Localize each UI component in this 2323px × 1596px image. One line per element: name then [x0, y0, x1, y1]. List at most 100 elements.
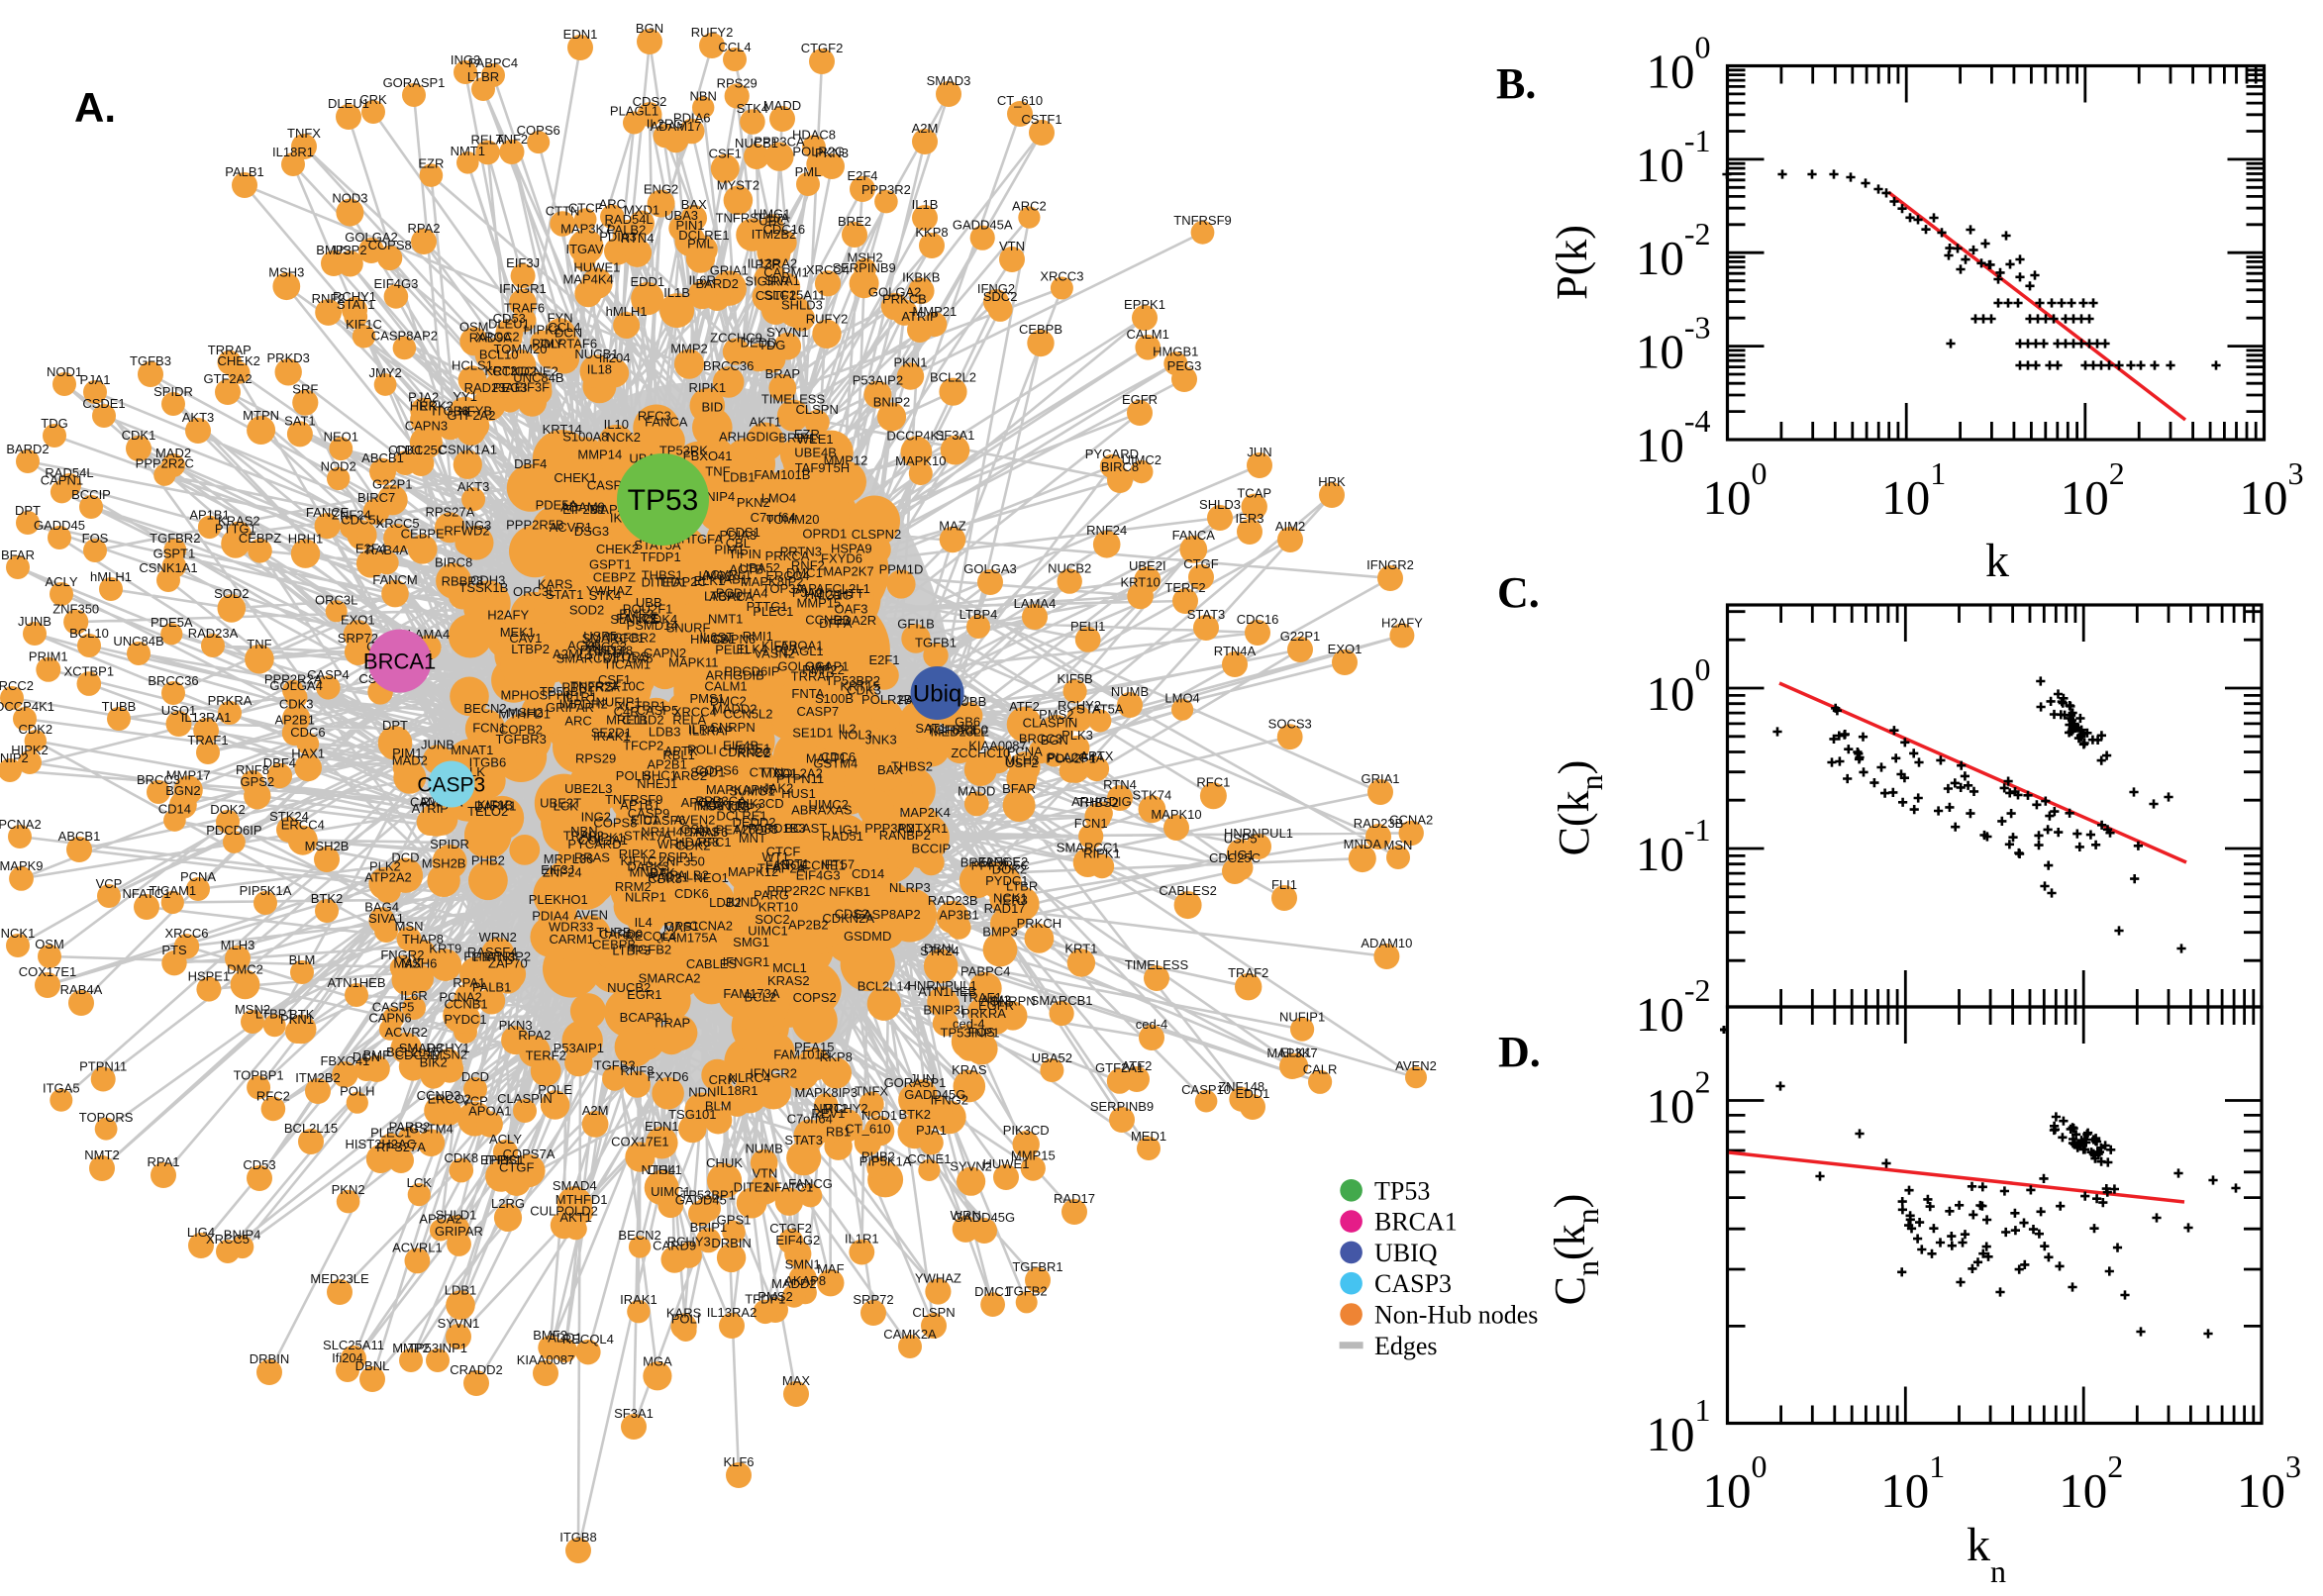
svg-text:CABLES2: CABLES2	[1159, 883, 1217, 898]
svg-text:NBN: NBN	[689, 88, 716, 103]
svg-text:CDC6: CDC6	[290, 725, 325, 740]
svg-text:LMO4: LMO4	[1164, 691, 1199, 706]
svg-text:EDA2R: EDA2R	[834, 613, 876, 628]
svg-text:MSN: MSN	[395, 919, 424, 934]
svg-text:CDC5L: CDC5L	[395, 1047, 438, 1062]
svg-text:AP1B1: AP1B1	[620, 797, 659, 812]
svg-text:EIF4G2: EIF4G2	[775, 1233, 820, 1247]
svg-text:IFNGR1: IFNGR1	[499, 281, 547, 296]
svg-text:NUCB2: NUCB2	[1048, 560, 1091, 575]
svg-text:L2RG: L2RG	[491, 1196, 525, 1211]
svg-text:DRBIN: DRBIN	[250, 1351, 289, 1366]
svg-text:BCL2L15: BCL2L15	[284, 1121, 338, 1136]
svg-text:UBE2I: UBE2I	[1129, 558, 1166, 573]
svg-text:DPT: DPT	[382, 718, 408, 733]
svg-text:LCK: LCK	[554, 799, 579, 814]
svg-text:CTCF: CTCF	[568, 200, 603, 215]
svg-text:POLI: POLI	[687, 743, 717, 757]
svg-text:TUBB: TUBB	[102, 699, 137, 714]
svg-text:P53AIP2: P53AIP2	[853, 373, 903, 388]
svg-text:CABLES: CABLES	[686, 956, 738, 971]
svg-text:ACLY: ACLY	[46, 574, 78, 589]
svg-text:IL1B: IL1B	[912, 197, 939, 212]
svg-text:UIMC2: UIMC2	[1122, 452, 1162, 467]
svg-text:MAX: MAX	[782, 1373, 811, 1388]
svg-text:PRKRA: PRKRA	[208, 693, 252, 708]
svg-text:WT1: WT1	[761, 849, 788, 864]
svg-text:KARS: KARS	[666, 1305, 702, 1320]
svg-text:GOLGA2: GOLGA2	[345, 230, 397, 245]
svg-text:IFNG2: IFNG2	[977, 281, 1015, 296]
svg-text:WRN2: WRN2	[479, 930, 517, 945]
svg-text:TNF: TNF	[247, 637, 271, 651]
svg-text:CDK1: CDK1	[388, 443, 423, 457]
svg-text:PPP2R2A: PPP2R2A	[264, 672, 323, 687]
svg-text:CSDE1: CSDE1	[82, 396, 125, 411]
svg-text:PLEC1: PLEC1	[753, 604, 793, 619]
svg-text:CSF1: CSF1	[598, 672, 631, 687]
svg-text:CALM1: CALM1	[704, 679, 747, 694]
svg-text:CDK3: CDK3	[847, 683, 881, 698]
svg-text:AKT1: AKT1	[559, 1210, 592, 1225]
svg-text:BAX: BAX	[877, 762, 903, 777]
svg-text:IFNGR1: IFNGR1	[723, 954, 770, 969]
svg-text:H2AFY: H2AFY	[1381, 615, 1423, 630]
svg-text:CSNK1A1: CSNK1A1	[139, 560, 197, 575]
svg-text:PCNA2: PCNA2	[0, 817, 42, 832]
svg-text:PRKCA: PRKCA	[765, 549, 810, 563]
svg-text:TP53INP1: TP53INP1	[408, 1341, 467, 1355]
svg-text:COX17E1: COX17E1	[611, 1134, 669, 1148]
svg-text:TNFRSF9: TNFRSF9	[605, 792, 663, 807]
svg-text:MSH2: MSH2	[848, 250, 883, 265]
svg-text:TGFBR1: TGFBR1	[1012, 1259, 1062, 1274]
svg-text:NOD1: NOD1	[47, 364, 82, 379]
svg-text:PIM1: PIM1	[392, 746, 422, 760]
svg-text:MAF: MAF	[817, 1261, 845, 1276]
svg-text:Ifi204: Ifi204	[332, 1350, 363, 1365]
svg-text:CAV1: CAV1	[509, 631, 542, 646]
svg-text:FANCE: FANCE	[306, 505, 350, 520]
svg-text:OAF3: OAF3	[835, 602, 868, 617]
svg-text:PDIA4: PDIA4	[532, 909, 569, 924]
svg-text:PARG: PARG	[754, 888, 789, 903]
svg-text:CDK8: CDK8	[648, 871, 682, 886]
svg-text:SOC2: SOC2	[755, 912, 789, 927]
svg-text:BGN2: BGN2	[165, 783, 200, 798]
svg-text:PRKCH: PRKCH	[1017, 916, 1062, 931]
svg-text:BECN2: BECN2	[618, 1228, 660, 1243]
svg-text:RAD54L: RAD54L	[45, 465, 93, 480]
svg-text:BNIP4: BNIP4	[224, 1228, 261, 1243]
svg-text:ITM2B2: ITM2B2	[752, 227, 797, 242]
svg-text:SOCS3: SOCS3	[1268, 716, 1312, 731]
svg-text:NLRP3: NLRP3	[889, 880, 931, 895]
svg-text:PCDHA4: PCDHA4	[716, 586, 768, 601]
svg-text:ADAM17: ADAM17	[650, 119, 701, 134]
svg-text:OSM: OSM	[459, 319, 489, 334]
svg-text:CASP3: CASP3	[1374, 1269, 1452, 1298]
svg-text:PKN2: PKN2	[737, 495, 770, 510]
svg-text:ARC: ARC	[599, 197, 626, 212]
svg-text:COPS2: COPS2	[793, 990, 837, 1005]
svg-text:SE1D1: SE1D1	[792, 726, 833, 741]
svg-text:ARHGDIG: ARHGDIG	[1071, 794, 1132, 809]
svg-text:XRCC3: XRCC3	[1040, 268, 1083, 283]
svg-text:FOS: FOS	[968, 1025, 995, 1040]
svg-text:ZNF148: ZNF148	[1218, 1079, 1264, 1094]
svg-text:BIRC8: BIRC8	[1101, 459, 1139, 474]
svg-text:CDK3: CDK3	[279, 696, 314, 711]
svg-text:PPP3R2: PPP3R2	[861, 182, 911, 197]
svg-text:HDAC8: HDAC8	[792, 127, 836, 142]
svg-text:MMP14: MMP14	[577, 447, 622, 461]
svg-text:DFFA: DFFA	[819, 616, 853, 631]
svg-text:MRPL36: MRPL36	[544, 851, 594, 866]
svg-text:SPIDR: SPIDR	[153, 384, 193, 399]
svg-text:LTBP1: LTBP1	[704, 588, 743, 603]
svg-text:MED23LE: MED23LE	[310, 1271, 369, 1286]
svg-text:ACVRL1: ACVRL1	[392, 1241, 443, 1255]
svg-text:MYST2: MYST2	[717, 178, 759, 193]
svg-text:NEO1: NEO1	[693, 870, 728, 885]
svg-text:BLM: BLM	[705, 1098, 732, 1113]
svg-text:TOMM20: TOMM20	[494, 342, 548, 356]
svg-text:CAMK2A: CAMK2A	[883, 1327, 937, 1342]
svg-text:CSF1: CSF1	[709, 147, 742, 161]
